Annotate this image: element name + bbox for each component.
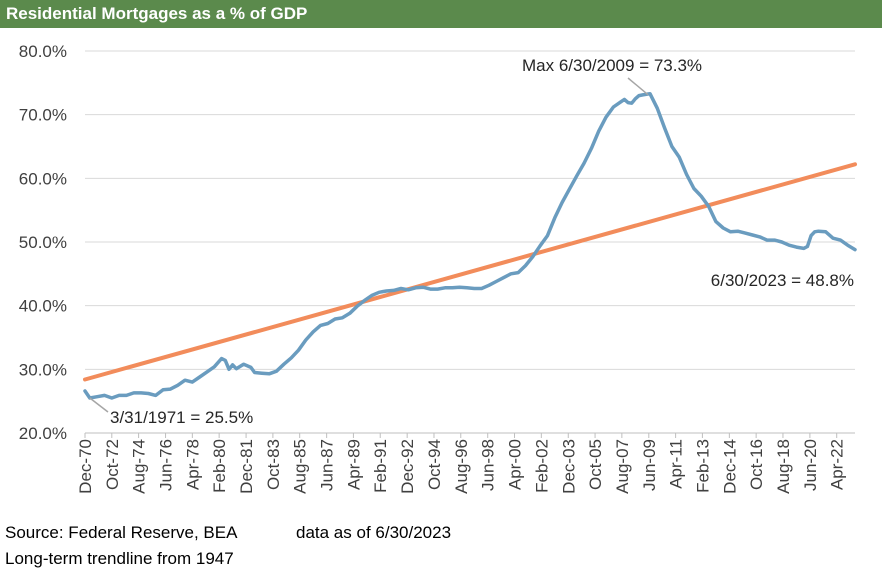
- x-tick-label: Dec-14: [720, 439, 739, 494]
- series-lines: [83, 91, 857, 400]
- x-tick-label: Dec-92: [398, 439, 417, 494]
- x-tick-label: Aug-07: [613, 439, 632, 494]
- annotations: Max 6/30/2009 = 73.3% 3/31/1971 = 25.5% 6/…: [89, 56, 854, 427]
- min-leader-line: [89, 397, 109, 413]
- y-tick-label: 40.0%: [19, 297, 67, 316]
- x-tick-label: Oct-72: [103, 439, 122, 490]
- x-tick-label: Oct-83: [264, 439, 283, 490]
- x-tick-label: Apr-78: [183, 439, 202, 490]
- x-tick-label: Dec-70: [76, 439, 95, 494]
- y-tick-label: 60.0%: [19, 169, 67, 188]
- latest-annotation: 6/30/2023 = 48.8%: [711, 271, 854, 290]
- x-tick-label: Dec-03: [559, 439, 578, 494]
- x-tick-label: Jun-87: [318, 439, 337, 491]
- x-tick-label: Dec-81: [237, 439, 256, 494]
- as-of-note: data as of 6/30/2023: [296, 523, 452, 542]
- x-tick-label: Aug-96: [452, 439, 471, 494]
- trendline-note: Long-term trendline from 1947: [5, 549, 234, 568]
- source-note: Source: Federal Reserve, BEA: [5, 523, 238, 542]
- chart-title: Residential Mortgages as a % of GDP: [0, 0, 882, 28]
- x-tick-label: Apr-89: [344, 439, 363, 490]
- x-tick-label: Apr-11: [667, 439, 686, 489]
- x-tick-label: Apr-00: [506, 439, 525, 490]
- y-axis: 20.0% 30.0% 40.0% 50.0% 60.0% 70.0% 80.0%: [19, 42, 67, 443]
- mortgage-gdp-chart: 20.0% 30.0% 40.0% 50.0% 60.0% 70.0% 80.0% Dec-…: [19, 42, 857, 494]
- x-tick-label: Aug-18: [774, 439, 793, 494]
- x-tick-label: Feb-91: [371, 439, 390, 493]
- x-tick-label: Jun-20: [801, 439, 820, 491]
- x-tick-label: Jun-09: [640, 439, 659, 491]
- start-annotation: 3/31/1971 = 25.5%: [110, 408, 253, 427]
- y-tick-label: 30.0%: [19, 360, 67, 379]
- x-tick-label: Oct-94: [425, 439, 444, 490]
- y-tick-label: 70.0%: [19, 106, 67, 125]
- x-tick-label: Aug-74: [130, 439, 149, 494]
- max-annotation: Max 6/30/2009 = 73.3%: [522, 56, 702, 75]
- max-leader-line: [627, 77, 649, 96]
- x-tick-label: Feb-02: [532, 439, 551, 493]
- y-tick-label: 80.0%: [19, 42, 67, 61]
- gridlines: [85, 50, 855, 370]
- y-tick-label: 50.0%: [19, 233, 67, 252]
- x-tick-label: Feb-13: [693, 439, 712, 493]
- x-tick-label: Jun-98: [479, 439, 498, 491]
- x-tick-label: Aug-85: [291, 439, 310, 494]
- x-tick-label: Oct-16: [747, 439, 766, 490]
- trendline: [83, 162, 857, 382]
- mortgage-series-line: [83, 91, 857, 400]
- x-axis: Dec-70 Oct-72 Aug-74 Jun-76 Apr-78 Feb-80 Dec-…: [76, 432, 855, 494]
- x-tick-label: Feb-80: [210, 439, 229, 493]
- x-tick-label: Jun-76: [157, 439, 176, 491]
- y-tick-label: 20.0%: [19, 424, 67, 443]
- x-tick-label: Oct-05: [586, 439, 605, 490]
- x-tick-label: Apr-22: [828, 439, 847, 490]
